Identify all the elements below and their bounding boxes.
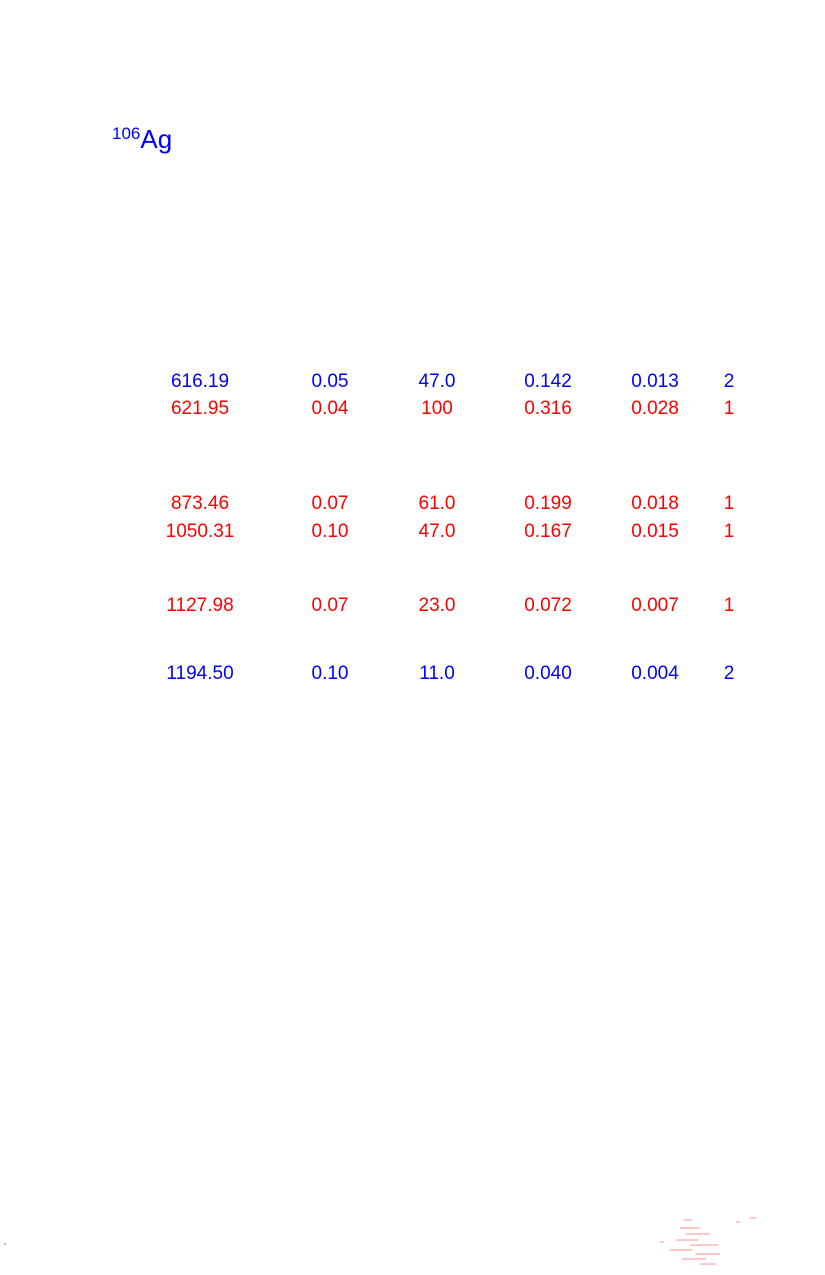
relative-intensity: 100 [421,398,453,419]
absolute-intensity: 0.316 [524,398,572,419]
energy-value: 1194.50 [166,663,234,684]
energy-value: 873.46 [170,493,230,514]
row-flag: 1 [723,398,735,419]
row-flag: 1 [723,493,735,514]
energy-value: 1127.98 [166,595,234,616]
relative-intensity: 23.0 [418,595,456,616]
energy-uncertainty: 0.05 [311,371,349,392]
absolute-intensity: 0.199 [524,493,572,514]
energy-uncertainty: 0.10 [311,521,349,542]
absolute-intensity: 0.142 [524,371,572,392]
energy-uncertainty: 0.07 [311,493,349,514]
intensity-uncertainty: 0.013 [631,371,679,392]
energy-uncertainty: 0.07 [311,595,349,616]
intensity-uncertainty: 0.015 [631,521,679,542]
energy-value: 621.95 [170,398,230,419]
row-flag: 2 [723,371,735,392]
intensity-uncertainty: 0.007 [631,595,679,616]
table-row: 873.46 0.07 61.0 0.199 0.018 1 [0,492,825,516]
scan-speck [4,1243,6,1245]
relative-intensity: 47.0 [418,371,456,392]
absolute-intensity: 0.072 [524,595,572,616]
row-flag: 1 [723,595,735,616]
intensity-uncertainty: 0.018 [631,493,679,514]
energy-value: 1050.31 [165,521,235,542]
table-row: 621.95 0.04 100 0.316 0.028 1 [0,397,825,421]
table-row: 1127.98 0.07 23.0 0.072 0.007 1 [0,594,825,618]
element-symbol: Ag [140,124,173,154]
intensity-uncertainty: 0.028 [631,398,679,419]
table-row: 616.19 0.05 47.0 0.142 0.013 2 [0,370,825,394]
absolute-intensity: 0.167 [524,521,572,542]
absolute-intensity: 0.040 [524,663,572,684]
relative-intensity: 47.0 [418,521,456,542]
relative-intensity: 61.0 [418,493,456,514]
intensity-uncertainty: 0.004 [631,663,679,684]
energy-uncertainty: 0.04 [311,398,349,419]
row-flag: 1 [723,521,735,542]
energy-uncertainty: 0.10 [311,663,349,684]
energy-value: 616.19 [170,371,230,392]
row-flag: 2 [723,663,735,684]
nuclide-title: 106Ag [112,124,173,154]
table-row: 1194.50 0.10 11.0 0.040 0.004 2 [0,662,825,686]
relative-intensity: 11.0 [419,663,455,684]
mass-number: 106 [112,124,141,143]
scan-noise-mark [660,1217,756,1265]
table-row: 1050.31 0.10 47.0 0.167 0.015 1 [0,520,825,544]
